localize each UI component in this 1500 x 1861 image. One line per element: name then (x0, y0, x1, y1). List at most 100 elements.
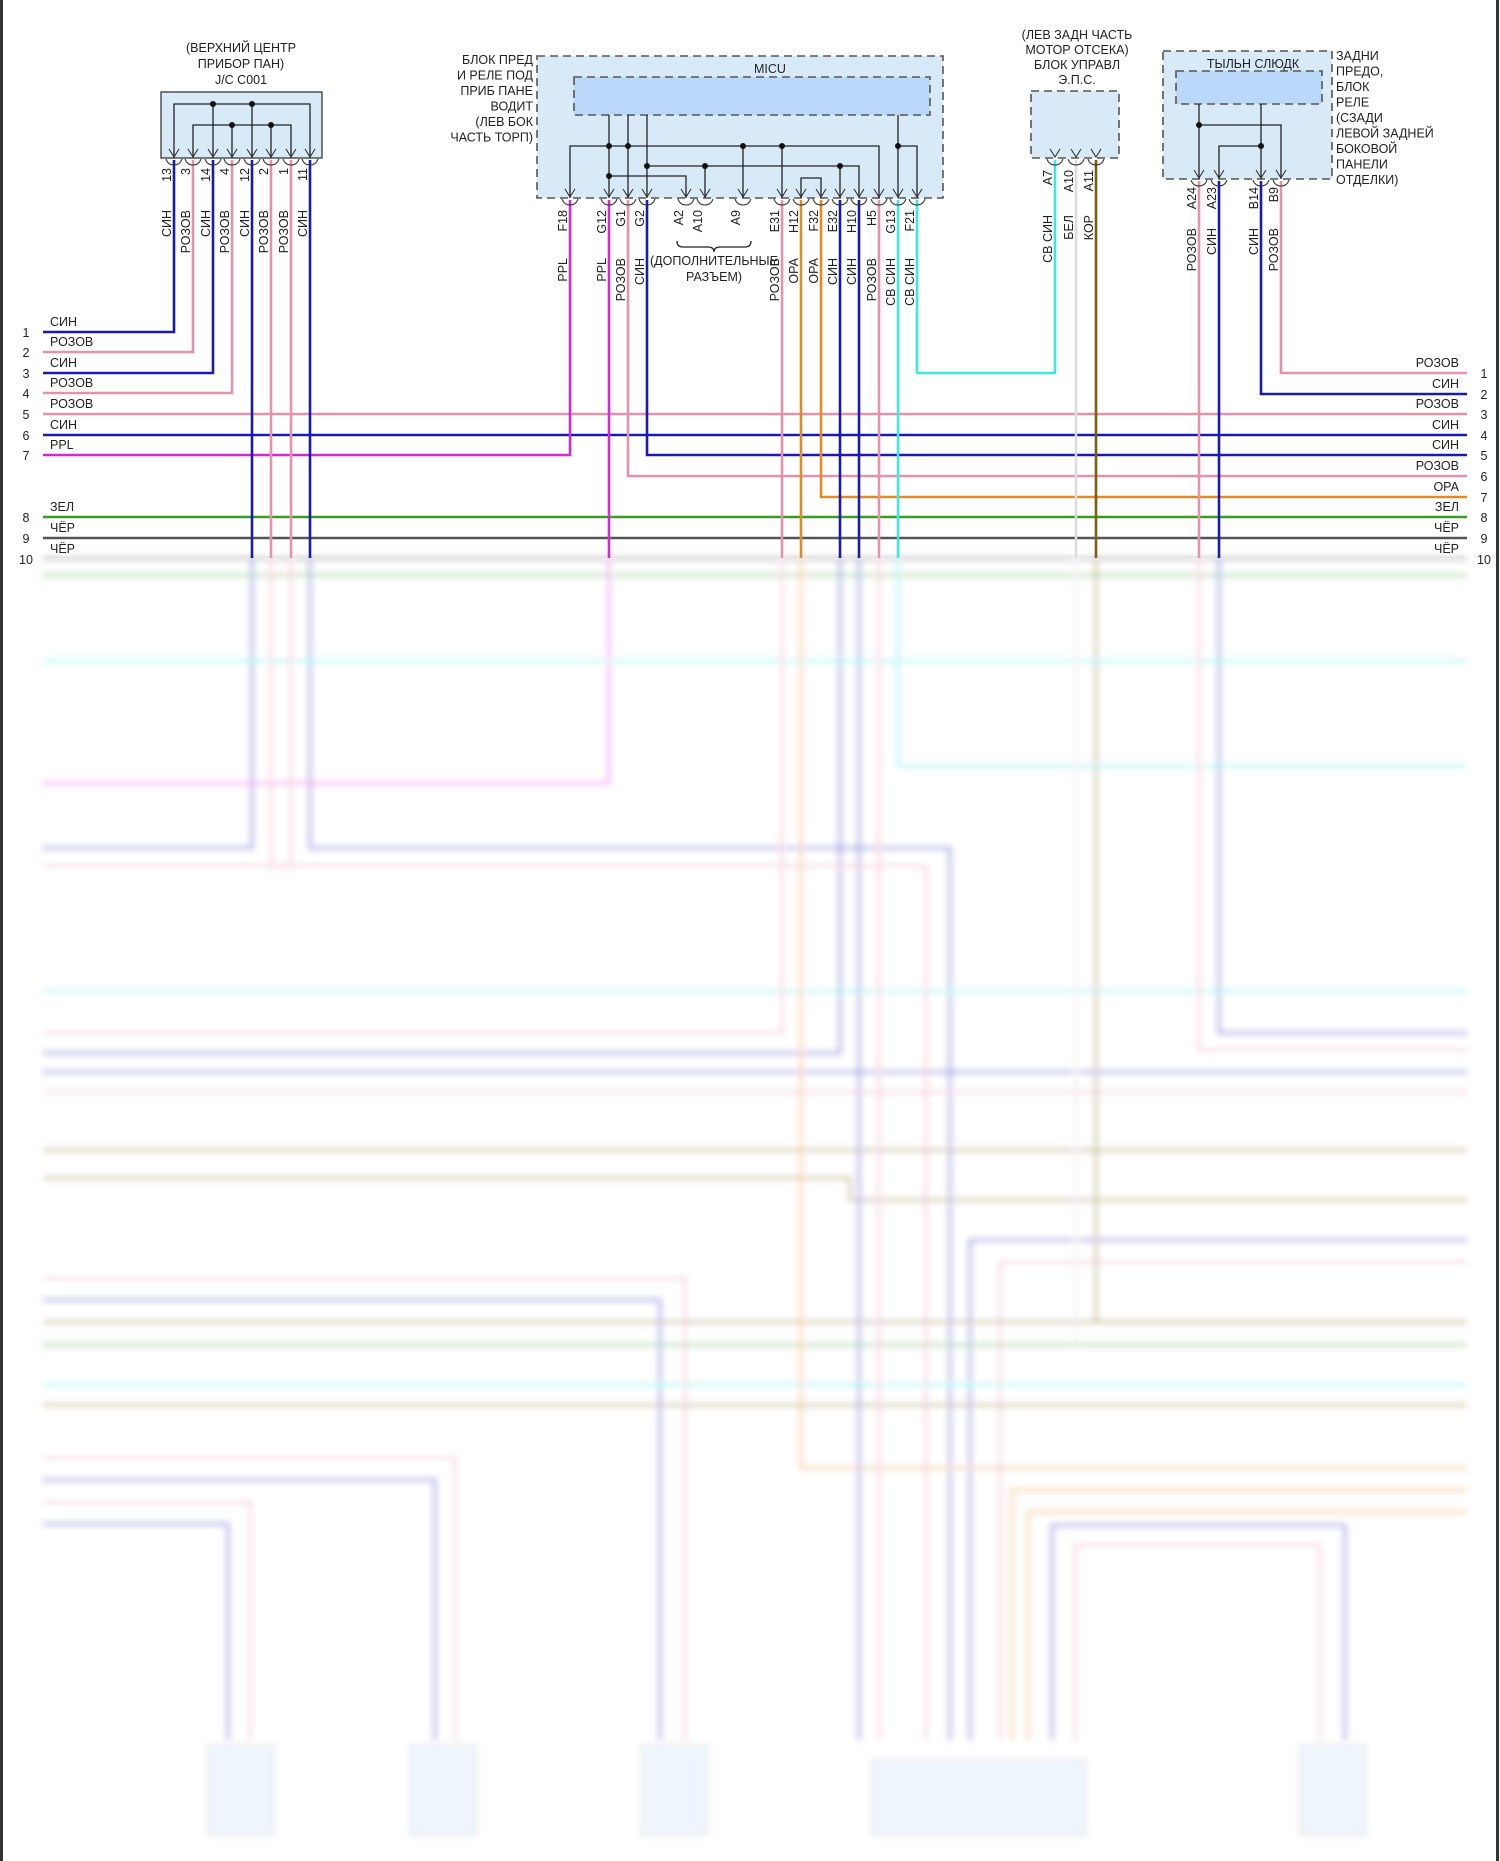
right-row-label: РОЗОВ (1416, 459, 1459, 473)
eps-wire-color-label: СВ СИН (1041, 215, 1055, 263)
left-row-label: СИН (50, 418, 77, 432)
blurred-wire (43, 558, 842, 1055)
right-row-number: 6 (1481, 470, 1488, 484)
blurred-component-box (409, 1744, 477, 1836)
right-row-label: ЧЁР (1434, 542, 1459, 556)
left-row-label: СИН (50, 356, 77, 370)
rear-label-line: ПАНЕЛИ (1336, 158, 1388, 172)
wire-g2 (645, 200, 1467, 457)
wire-jc-14 (43, 160, 215, 375)
rear-label-line: (СЗАДИ (1336, 111, 1383, 125)
micu-pin-label: A10 (691, 210, 705, 232)
rear-pin-icon (1272, 169, 1290, 187)
rear-label-line: БЛОК (1336, 80, 1370, 94)
micu-pin-label: G2 (633, 210, 647, 227)
jc-pin-label: 2 (257, 168, 271, 175)
micu-pin-icon (889, 188, 907, 206)
wire-jc-4 (43, 160, 234, 395)
blurred-wire (43, 1298, 662, 1740)
micu-pin-label: H10 (845, 210, 859, 233)
rear-pin-icon (1252, 169, 1270, 187)
blurred-wire (896, 558, 1467, 768)
micu-pin-icon (561, 188, 579, 206)
blurred-wire (1073, 1543, 1320, 1740)
micu-wire-color-label: СИН (826, 258, 840, 285)
rear-wire-color-label: РОЗОВ (1185, 228, 1199, 271)
rear-pin-icon (1190, 169, 1208, 187)
micu-wire-color-label: ОРА (787, 257, 801, 283)
micu-pin-icon (619, 188, 637, 206)
micu-pin-icon (638, 188, 656, 206)
right-row-label: РОЗОВ (1416, 397, 1459, 411)
left-row-number: 2 (23, 346, 30, 360)
left-row-label: PPL (50, 438, 74, 452)
wires (43, 160, 1467, 558)
micu-pin-label: H5 (865, 210, 879, 226)
micu-label-line: ВОДИТ (491, 100, 534, 114)
blurred-wire (43, 1500, 252, 1740)
eps-control-unit: (ЛЕВ ЗАДН ЧАСТЬ МОТОР ОТСЕКА) БЛОК УПРАВ… (1022, 28, 1133, 159)
micu-pin-icon (812, 188, 830, 206)
wire-jc-13 (43, 160, 176, 334)
right-row-number: 7 (1481, 491, 1488, 505)
eps-title-4: Э.П.С. (1058, 73, 1095, 87)
jc-wire-color-label: РОЗОВ (218, 210, 232, 253)
right-row-label: ЗЕЛ (1435, 500, 1459, 514)
wire-g1 (626, 200, 1467, 478)
wire-f18 (43, 200, 572, 457)
blurred-wire (1217, 558, 1467, 1035)
micu-pin-icon (677, 188, 695, 206)
right-row-number: 4 (1481, 429, 1488, 443)
right-row-number: 10 (1477, 553, 1491, 567)
left-row-number: 1 (23, 326, 30, 340)
jc-title-3: J/C C001 (215, 73, 267, 87)
left-row-number: 10 (19, 553, 33, 567)
blurred-component-box (871, 1759, 1087, 1836)
blurred-wire (968, 1238, 1467, 1740)
jc-title-1: (ВЕРХНИЙ ЦЕНТР (186, 40, 296, 55)
rear-label-line: ПРЕДО, (1336, 65, 1383, 79)
right-row-number: 3 (1481, 408, 1488, 422)
rear-label-line: ЛЕВОЙ ЗАДНЕЙ (1336, 126, 1434, 141)
micu-wire-color-label: СВ СИН (903, 258, 917, 306)
rear-pin-label: B9 (1267, 187, 1281, 202)
blurred-wire (43, 1522, 230, 1740)
micu-pin-label: A2 (672, 210, 686, 225)
eps-title-1: (ЛЕВ ЗАДН ЧАСТЬ (1022, 28, 1133, 42)
eps-pin-label: A11 (1082, 170, 1096, 191)
left-row-label: РОЗОВ (50, 376, 93, 390)
rear-label-line: БОКОВОЙ (1336, 141, 1397, 156)
left-row-label: СИН (50, 315, 77, 329)
left-row-label: РОЗОВ (50, 397, 93, 411)
rear-relay-block: ТЫЛЬН СЛЮДК ЗАДНИ ПРЕДО,БЛОК РЕЛЕ(СЗАДИЛЕВ… (1162, 49, 1434, 187)
micu-wire-color-label: СИН (845, 258, 859, 285)
rear-label-line: РЕЛЕ (1336, 96, 1369, 110)
micu-wire-color-label: РОЗОВ (865, 258, 879, 301)
jc-pin-label: 13 (160, 168, 174, 182)
micu-pin-icon (734, 188, 752, 206)
jc-wire-color-label: СИН (199, 210, 213, 237)
blurred-wire (43, 1276, 687, 1740)
rear-label-line: ЗАДНИ (1336, 49, 1379, 63)
micu-pin-icon (773, 188, 791, 206)
blurred-wire (799, 558, 1467, 1470)
eps-wire-color-label: КОР (1082, 215, 1096, 240)
micu-pin-icon (908, 188, 926, 206)
extra-note-2: РАЗЪЕМ) (686, 270, 742, 284)
micu-pin-label: A9 (729, 210, 743, 225)
jc-pin-label: 3 (179, 168, 193, 175)
micu-label-line: ЧАСТЬ ТОРП) (450, 131, 533, 145)
micu-pin-icon (870, 188, 888, 206)
eps-pin-icon (1046, 148, 1064, 166)
eps-pin-label: A7 (1041, 170, 1055, 185)
micu-label-line: (ЛЕВ БОК (475, 115, 533, 129)
rear-wire-color-label: СИН (1205, 228, 1219, 255)
wire-jc-3 (43, 160, 195, 354)
wire-b9 (1279, 181, 1467, 375)
eps-pin-icon (1087, 148, 1105, 166)
blurred-wire (43, 558, 254, 850)
blurred-wire (43, 1456, 457, 1740)
rear-wire-color-label: СИН (1247, 228, 1261, 255)
wire-b14 (1259, 181, 1467, 396)
left-row-label: РОЗОВ (50, 335, 93, 349)
